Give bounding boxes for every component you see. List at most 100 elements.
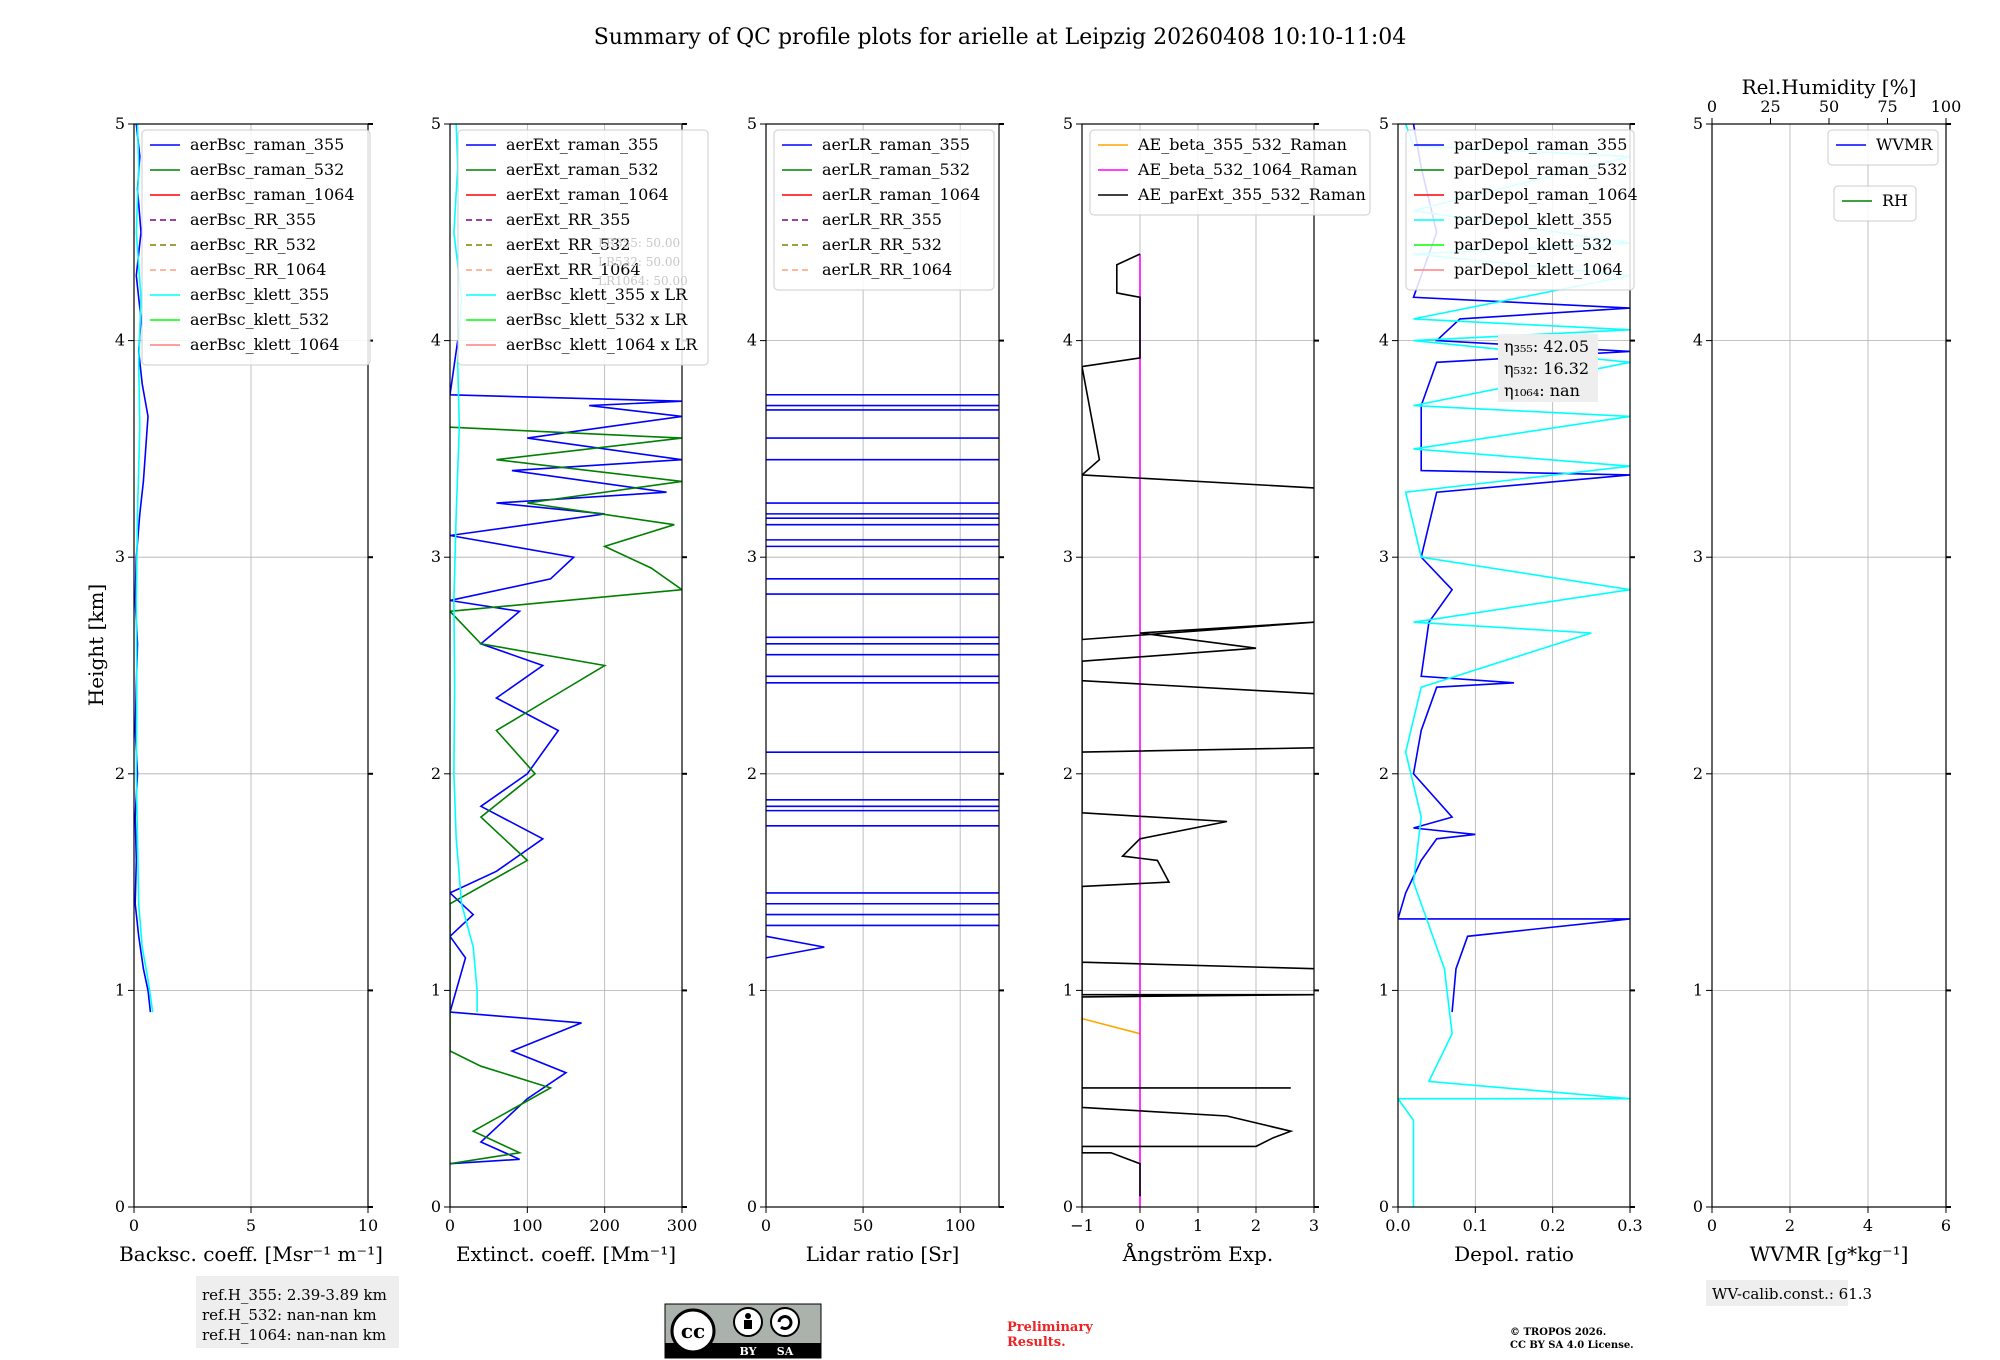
legend-frame <box>1833 185 1917 222</box>
x-tick-label: 6 <box>1941 1216 1951 1235</box>
legend-entry: WVMR <box>1876 135 1933 154</box>
series-group <box>134 124 154 1013</box>
legend-entry: aerLR_raman_355 <box>822 135 970 154</box>
series-group <box>766 393 999 959</box>
legend-wvmr: WVMR <box>1827 129 1939 166</box>
x-axis-label: Ångström Exp. <box>1122 1241 1273 1266</box>
legend-entry: aerLR_RR_355 <box>822 210 942 229</box>
x-axis-label: Depol. ratio <box>1454 1242 1574 1266</box>
x-tick-label: −1 <box>1070 1216 1094 1235</box>
series-pardepol-raman-355 <box>1398 124 1630 1013</box>
x-tick-label: 0.3 <box>1617 1216 1642 1235</box>
x2-tick-label: 25 <box>1760 97 1780 116</box>
y-tick-label: 4 <box>1693 331 1703 350</box>
legend-entry: parDepol_raman_355 <box>1454 135 1627 154</box>
series-ae-parext-355-532-raman <box>1082 253 1314 1197</box>
ref-height-355: ref.H_355: 2.39-3.89 km <box>202 1286 387 1304</box>
legend-entry: aerBsc_raman_355 <box>190 135 344 154</box>
sa-label: SA <box>777 1345 794 1358</box>
legend-entry: aerExt_raman_532 <box>506 160 659 179</box>
series-aerbsc-klett-355 <box>135 124 154 1013</box>
legend-frame <box>773 129 995 291</box>
legend: aerLR_raman_355 aerLR_raman_532 aerLR_rama… <box>773 129 995 291</box>
legend-entry: aerLR_RR_532 <box>822 235 942 254</box>
x-tick-label: 1 <box>1193 1216 1203 1235</box>
legend-entry: aerBsc_raman_1064 <box>190 185 355 204</box>
plot-frame <box>765 123 1000 1208</box>
legend-entry: aerLR_RR_1064 <box>822 260 952 279</box>
y-tick-label: 4 <box>747 331 757 350</box>
x2-axis-label: Rel.Humidity [%] <box>1742 75 1917 99</box>
wv-calib-const: WV-calib.const.: 61.3 <box>1712 1285 1872 1303</box>
y-tick-label: 4 <box>115 331 125 350</box>
x-tick-label: 0 <box>1135 1216 1145 1235</box>
wv-calib-box <box>1706 1280 1848 1306</box>
height-axis-label: Height [km] <box>84 584 108 706</box>
y-tick-label: 5 <box>747 114 757 133</box>
legend-entry: parDepol_klett_355 <box>1454 210 1612 229</box>
x-axis-label: Lidar ratio [Sr] <box>806 1242 960 1266</box>
legend-entry: aerBsc_klett_1064 x LR <box>506 335 698 354</box>
x-tick-label: 200 <box>589 1216 620 1235</box>
panel-lr: 0 50 100 0 1 2 3 4 5 Lidar ratio [Sr] aerLR_raman_… <box>747 114 1004 1266</box>
y-tick-label: 2 <box>1693 764 1703 783</box>
cc-text: cc <box>681 1319 705 1343</box>
y-tick-label: 0 <box>747 1197 757 1216</box>
y-tick-label: 4 <box>1379 331 1389 350</box>
y-tick-label: 1 <box>1063 980 1073 999</box>
x-tick-label: 100 <box>512 1216 543 1235</box>
lr-note: LR532: 50.00 <box>598 255 680 269</box>
legend: aerExt_raman_355 aerExt_raman_532 aerExt_r… <box>457 129 709 366</box>
series-aerext-raman-355 <box>450 340 682 1165</box>
x-axis-label: Extinct. coeff. [Mm⁻¹] <box>456 1242 676 1266</box>
legend-entry: parDepol_klett_1064 <box>1454 260 1623 279</box>
ref-height-1064: ref.H_1064: nan-nan km <box>202 1326 386 1344</box>
series-group <box>1082 253 1314 1207</box>
legend: aerBsc_raman_355 aerBsc_raman_532 aerBsc_r… <box>141 129 371 366</box>
legend-entry: aerBsc_RR_355 <box>190 210 316 229</box>
legend-entry: aerBsc_raman_532 <box>190 160 344 179</box>
ref-height-532: ref.H_532: nan-nan km <box>202 1306 377 1324</box>
y-tick-label: 1 <box>1693 980 1703 999</box>
y-tick-label: 1 <box>747 980 757 999</box>
lr-note: LR355: 50.00 <box>598 236 680 250</box>
x-tick-label: 50 <box>853 1216 873 1235</box>
x-tick-label: 300 <box>667 1216 698 1235</box>
copyright-line-2: CC BY SA 4.0 License. <box>1510 1340 1634 1351</box>
y-tick-label: 2 <box>431 764 441 783</box>
panel-ext: 0 100 200 300 0 1 2 3 4 5 Extinct. coeff. [Mm⁻¹] ae… <box>431 114 709 1266</box>
y-tick-label: 1 <box>115 980 125 999</box>
preliminary-line-1: Preliminary <box>1007 1320 1093 1335</box>
series-aerbsc-klett-355-x-lr <box>453 124 478 1013</box>
eta-box <box>1498 334 1598 403</box>
x-tick-label: 0.0 <box>1385 1216 1410 1235</box>
copyright-line-1: © TROPOS 2026. <box>1510 1327 1606 1338</box>
y-tick-label: 5 <box>431 114 441 133</box>
legend-entry: aerLR_raman_1064 <box>822 185 980 204</box>
legend-frame <box>1089 129 1371 216</box>
plot-frame <box>449 123 683 1208</box>
series-ae-beta-355-532-raman <box>1082 1017 1141 1035</box>
y-tick-label: 3 <box>1379 547 1389 566</box>
y-tick-label: 2 <box>747 764 757 783</box>
y-tick-label: 3 <box>1693 547 1703 566</box>
legend-entry: aerExt_RR_355 <box>506 210 630 229</box>
x-axis-label: WVMR [g*kg⁻¹] <box>1750 1242 1909 1266</box>
y-tick-label: 4 <box>431 331 441 350</box>
panel-depol: 0.0 0.1 0.2 0.3 0 1 2 3 4 5 Depol. ratio parDepol_r… <box>1379 114 1643 1266</box>
x-tick-label: 0.2 <box>1540 1216 1565 1235</box>
y-tick-label: 0 <box>1693 1197 1703 1216</box>
y-tick-label: 3 <box>747 547 757 566</box>
y-tick-label: 0 <box>431 1197 441 1216</box>
legend-entry: aerExt_raman_1064 <box>506 185 669 204</box>
y-tick-label: 1 <box>1379 980 1389 999</box>
panel-wv: 0 2 4 6 0 1 2 3 4 5 WVMR [g*kg⁻¹] 0 25 50 75 100 Rel.Hum… <box>1693 75 1961 1266</box>
legend-frame <box>1827 129 1939 166</box>
y-tick-label: 3 <box>431 547 441 566</box>
x2-tick-label: 0 <box>1707 97 1717 116</box>
y-tick-label: 2 <box>115 764 125 783</box>
legend-entry: parDepol_klett_532 <box>1454 235 1612 254</box>
